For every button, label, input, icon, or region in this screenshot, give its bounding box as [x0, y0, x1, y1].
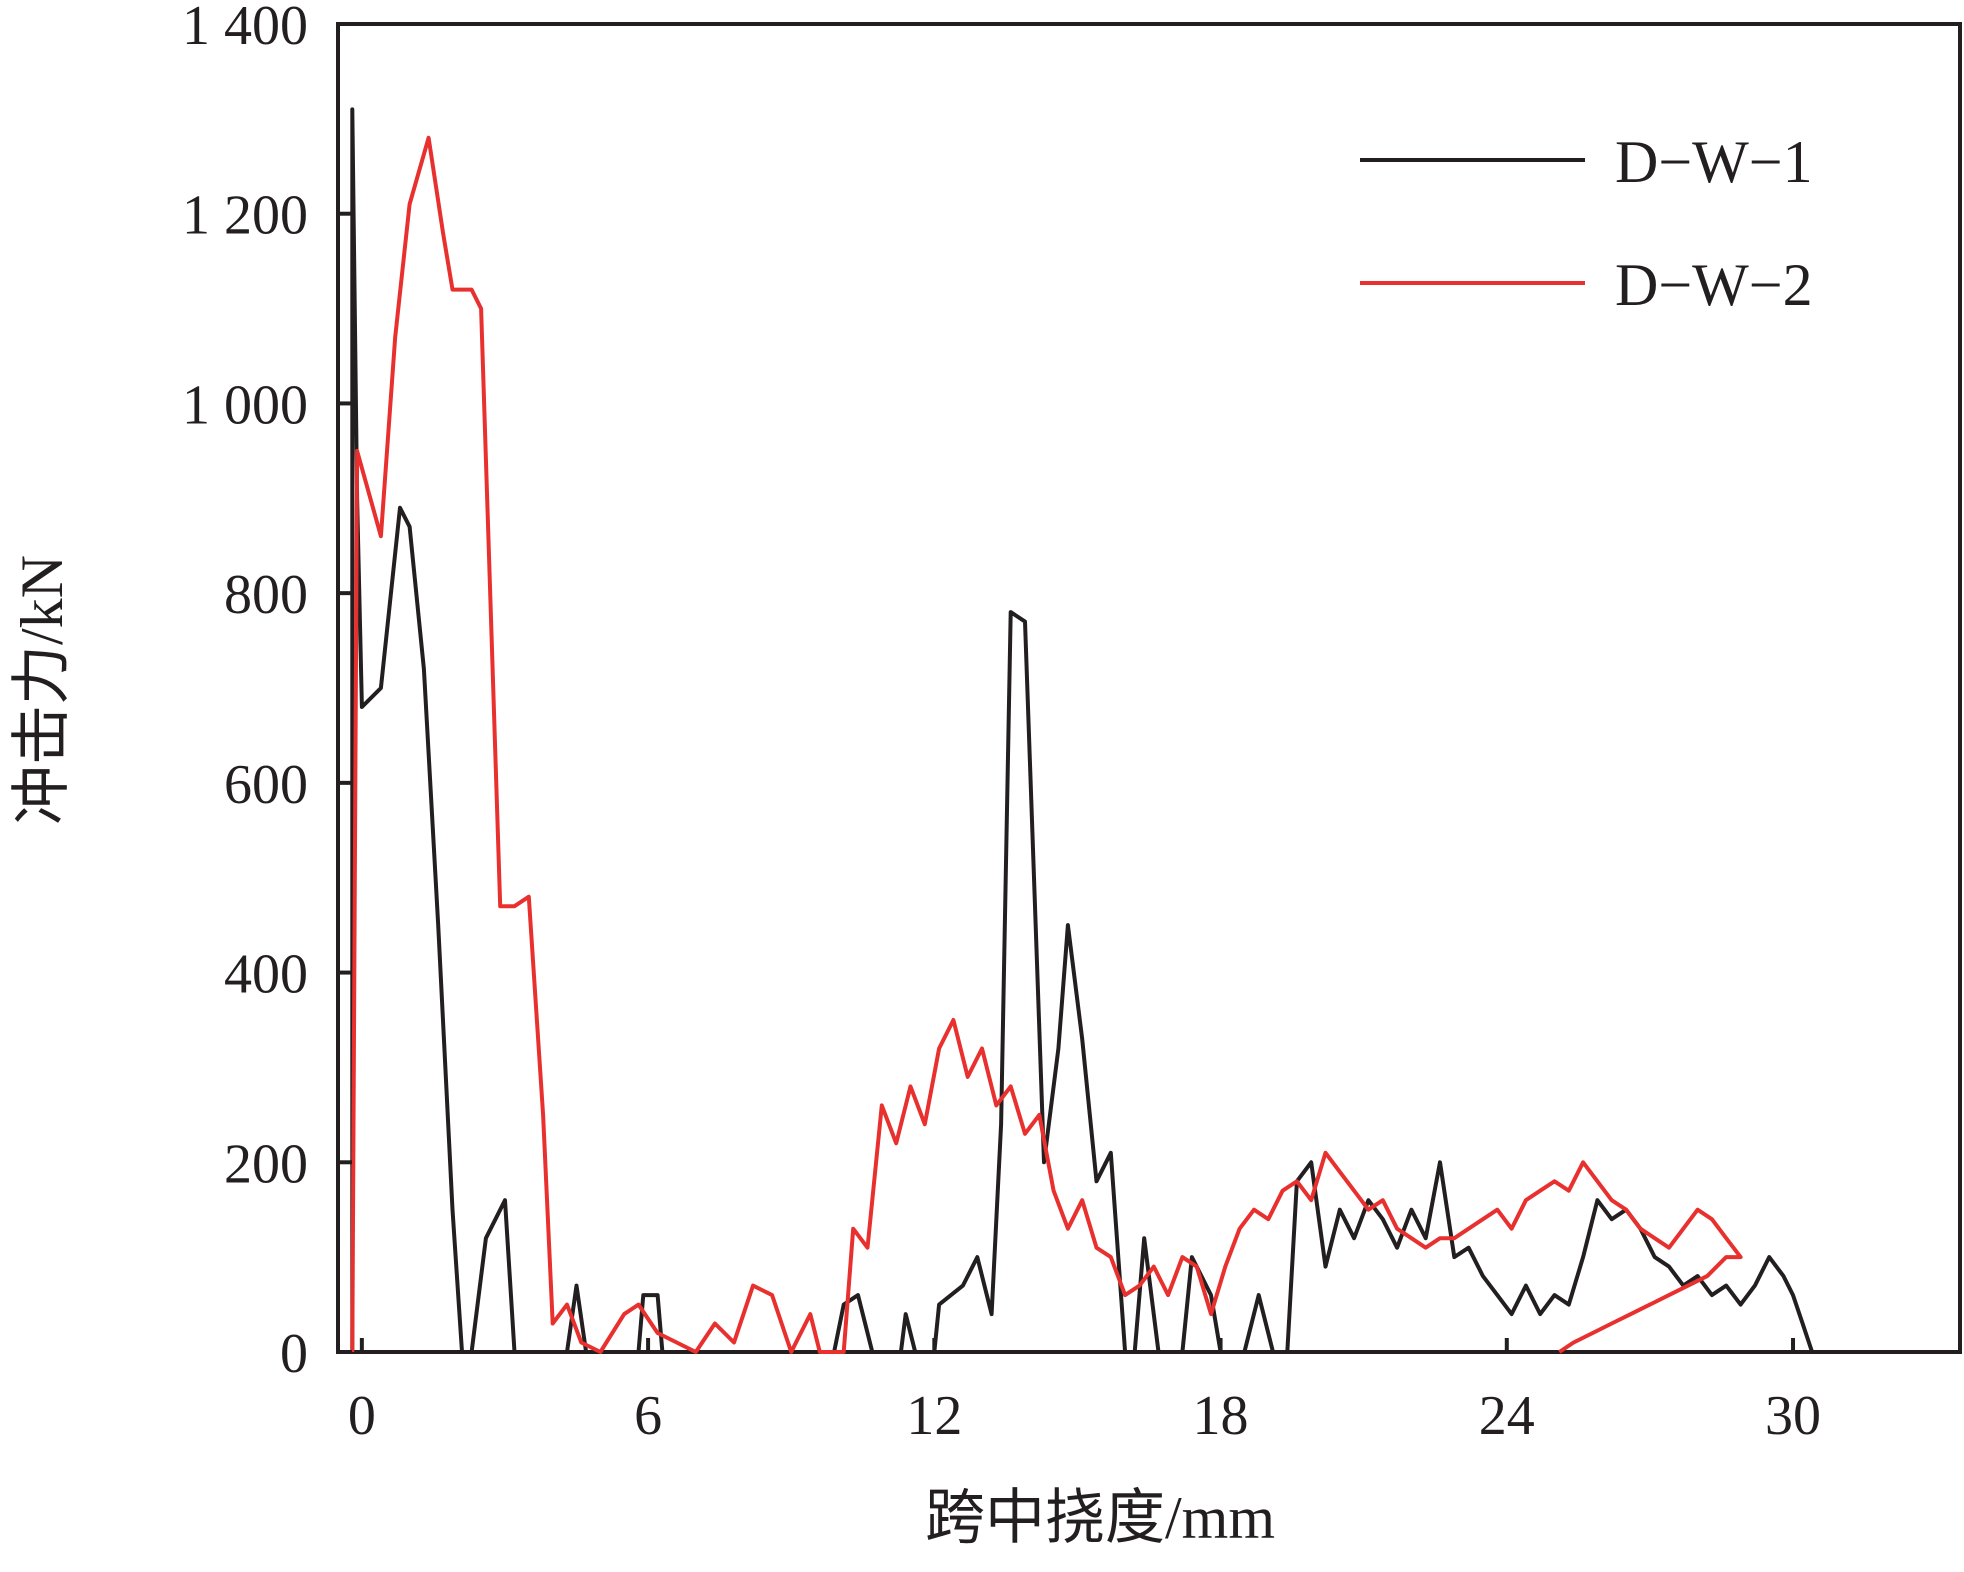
- x-tick-label: 6: [634, 1385, 662, 1447]
- plot-frame: [336, 22, 1962, 1354]
- y-tick-label: 1 400: [182, 0, 308, 57]
- y-tick-label: 600: [224, 754, 308, 816]
- y-tick-label: 1 200: [182, 185, 308, 247]
- x-tick-label: 24: [1479, 1385, 1535, 1447]
- series-line-1: [350, 107, 1814, 1354]
- x-axis-title: 跨中挠度/mm: [925, 1485, 1275, 1551]
- y-axis-title: 冲击力/kN: [9, 555, 75, 825]
- y-axis-ticks: 0 200 400 600 800 1 000 1 200 1 400: [182, 0, 352, 1385]
- x-tick-label: 12: [906, 1385, 962, 1447]
- legend-label-d-w-1: D−W−1: [1615, 129, 1813, 195]
- series-layer: [350, 107, 1814, 1354]
- y-tick-label: 1 000: [182, 374, 308, 436]
- legend-label-d-w-2: D−W−2: [1615, 252, 1813, 318]
- x-axis-ticks: 0 6 12 18 24 30: [348, 1338, 1821, 1447]
- y-tick-label: 400: [224, 944, 308, 1006]
- legend: D−W−1 D−W−2: [1360, 129, 1813, 318]
- series-line-2: [350, 135, 1743, 1354]
- x-tick-label: 30: [1765, 1385, 1821, 1447]
- x-tick-label: 0: [348, 1385, 376, 1447]
- y-tick-label: 200: [224, 1133, 308, 1195]
- y-tick-label: 0: [280, 1323, 308, 1385]
- x-tick-label: 18: [1193, 1385, 1249, 1447]
- y-tick-label: 800: [224, 564, 308, 626]
- plot-area: 0 6 12 18 24 30 0 200 400 600 800 1 000 1 200 1 400: [182, 0, 1962, 1447]
